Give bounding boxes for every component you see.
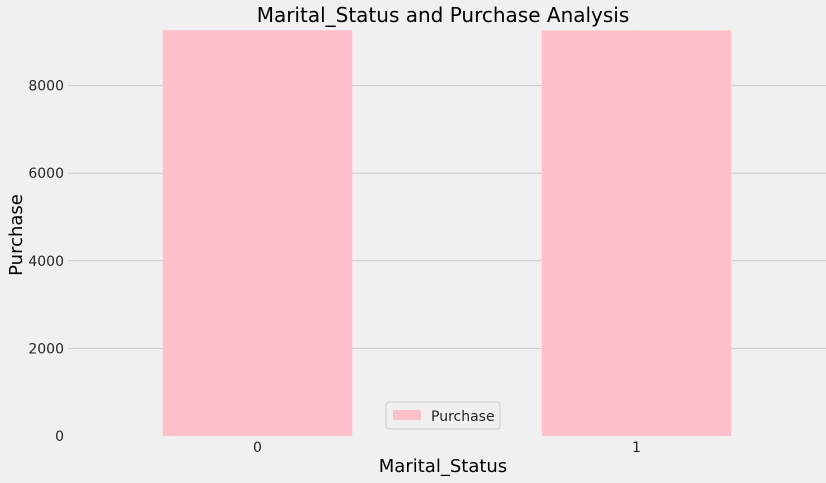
y-tick-label: 4000 <box>28 254 64 270</box>
y-tick-label: 2000 <box>28 341 64 357</box>
y-tick-labels: 0 2000 4000 6000 8000 <box>28 79 64 445</box>
x-tick-label: 0 <box>253 440 262 456</box>
chart-title: Marital_Status and Purchase Analysis <box>257 3 630 27</box>
legend-swatch <box>393 410 421 420</box>
y-tick-label: 8000 <box>28 79 64 95</box>
legend-box <box>385 401 501 430</box>
y-axis-label: Purchase <box>6 194 27 276</box>
legend-label: Purchase <box>431 409 495 425</box>
x-tick-label: 1 <box>632 440 641 456</box>
legend: Purchase <box>385 401 501 430</box>
bar-0 <box>162 30 353 436</box>
y-tick-label: 0 <box>55 429 64 445</box>
x-axis-label: Marital_Status <box>379 456 507 477</box>
bar-1 <box>541 30 732 437</box>
bars <box>162 30 732 437</box>
y-tick-label: 6000 <box>28 166 64 182</box>
